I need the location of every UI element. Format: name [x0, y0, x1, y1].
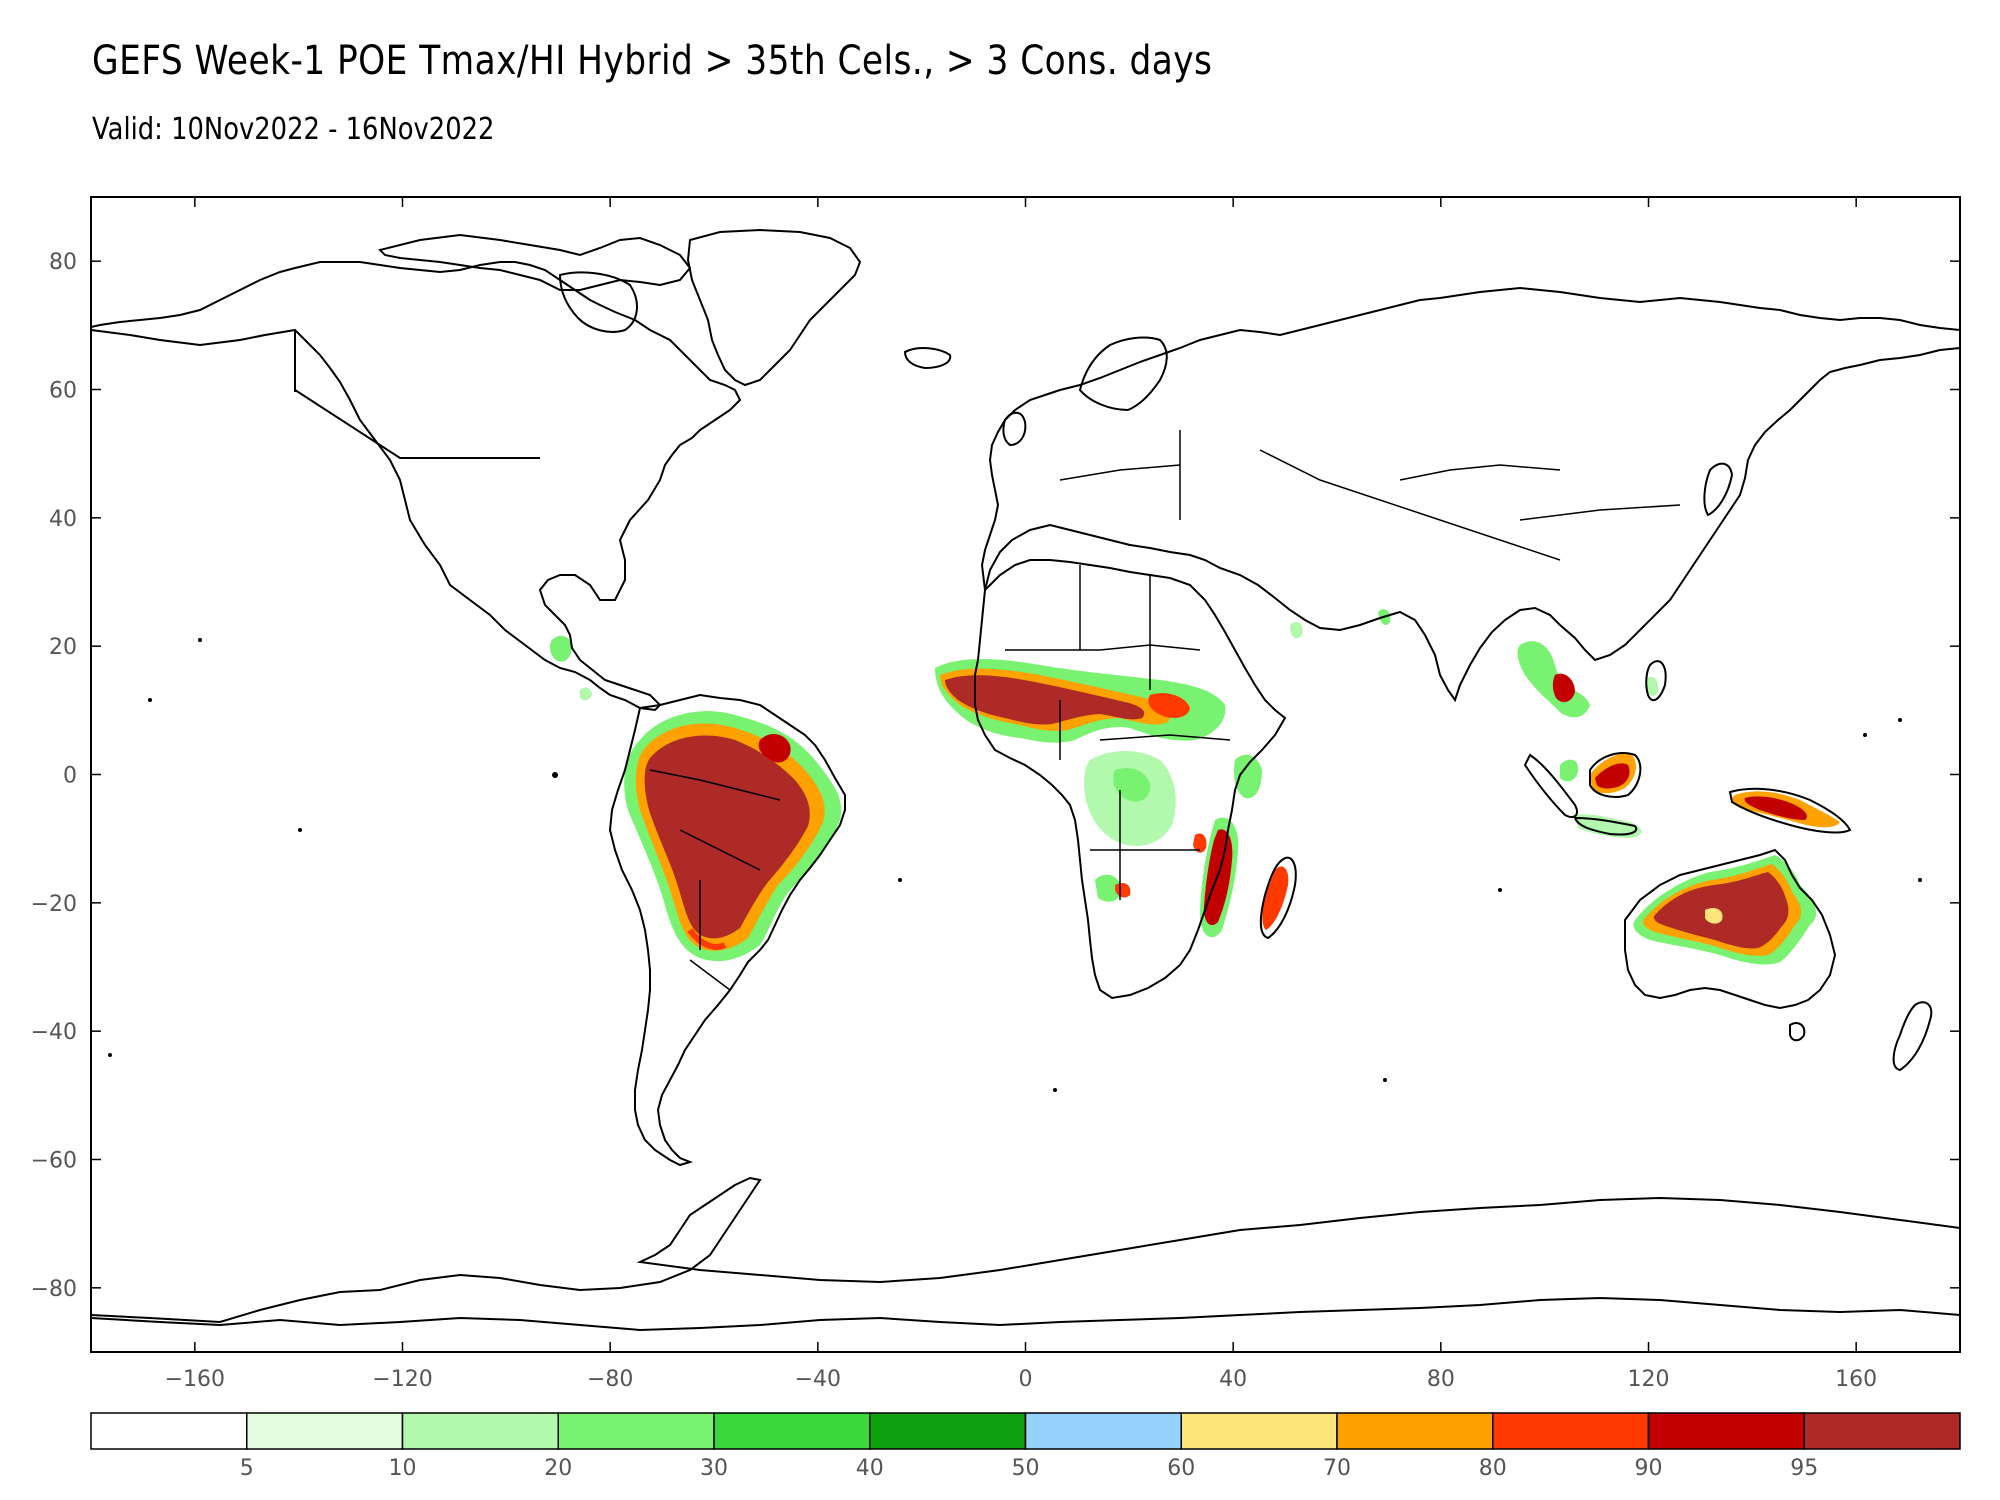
shaded-region-southeast-asia [1517, 641, 1659, 838]
colorbar: 5 10 20 30 40 50 60 70 80 90 95 [90, 1412, 1961, 1481]
lon-tick-label: −80 [587, 1367, 633, 1392]
colorbar-swatch [1803, 1412, 1961, 1450]
colorbar-label: 80 [1479, 1456, 1507, 1481]
coast-australia [1624, 848, 1837, 1010]
coast-eurasia [980, 286, 1960, 703]
coast-philippines [1645, 660, 1667, 702]
shaded-region-amazon [624, 711, 842, 962]
shading-layer [549, 609, 1840, 965]
shaded-region-mozambique [1193, 754, 1289, 938]
shaded-region-central-america [549, 635, 592, 701]
map-title: GEFS Week-1 POE Tmax/HI Hybrid > 35th Ce… [92, 38, 1213, 84]
borders-eurasia [1059, 430, 1681, 561]
coast-south-america [608, 693, 846, 1167]
plot-frame [90, 196, 1961, 1353]
coastlines [91, 228, 1960, 1332]
colorbar-swatch [1024, 1412, 1182, 1450]
coast-british-isles [1002, 411, 1027, 447]
coast-scandinavia [1078, 336, 1168, 412]
lat-tick-label: −60 [31, 1149, 77, 1174]
colorbar-swatch [869, 1412, 1027, 1450]
colorbar-swatch [1492, 1412, 1650, 1450]
coast-north-america [91, 261, 742, 712]
colorbar-label: 60 [1167, 1456, 1195, 1481]
colorbar-label: 5 [240, 1456, 254, 1481]
colorbar-label: 40 [856, 1456, 884, 1481]
coast-new-guinea [1728, 787, 1852, 834]
colorbar-swatch [401, 1412, 559, 1450]
colorbar-label: 70 [1323, 1456, 1351, 1481]
colorbar-label: 95 [1790, 1456, 1818, 1481]
map-layers [91, 228, 1960, 1332]
coast-greenland [686, 228, 862, 387]
colorbar-label: 20 [544, 1456, 572, 1481]
lat-tick-label: 60 [49, 379, 77, 404]
coast-japan [1703, 462, 1734, 517]
colorbar-swatch [246, 1412, 404, 1450]
shaded-region-congo [1084, 751, 1176, 902]
lat-tick-label: 40 [49, 507, 77, 532]
coast-sumatra [1523, 753, 1578, 818]
colorbar-label: 30 [700, 1456, 728, 1481]
lon-tick-label: −120 [372, 1367, 432, 1392]
lon-axis: −160 −120 −80 −40 0 40 80 120 160 [165, 197, 1877, 1392]
coast-borneo [1589, 752, 1642, 798]
colorbar-swatch [1180, 1412, 1338, 1450]
coast-new-zealand [1892, 1001, 1933, 1072]
colorbar-label: 50 [1012, 1456, 1040, 1481]
lat-tick-label: −20 [31, 892, 77, 917]
lon-tick-label: 120 [1628, 1367, 1670, 1392]
lon-tick-label: 160 [1835, 1367, 1877, 1392]
colorbar-label: 10 [389, 1456, 417, 1481]
coast-iceland [903, 347, 952, 370]
lon-tick-label: −40 [795, 1367, 841, 1392]
coast-java [1573, 816, 1638, 836]
colorbar-label: 90 [1635, 1456, 1663, 1481]
colorbar-swatch [713, 1412, 871, 1450]
lat-tick-label: −40 [31, 1020, 77, 1045]
lat-tick-label: 20 [49, 635, 77, 660]
lon-tick-label: 0 [1019, 1367, 1033, 1392]
colorbar-swatch [90, 1412, 248, 1450]
small-islands [108, 638, 1922, 1092]
borders-south-america [649, 769, 781, 991]
coast-tasmania [1789, 1022, 1806, 1042]
lon-tick-label: −160 [165, 1367, 225, 1392]
colorbar-swatch [1647, 1412, 1805, 1450]
lon-tick-label: 40 [1219, 1367, 1247, 1392]
borders-africa [1005, 565, 1231, 900]
lat-axis: 80 60 40 20 0 −20 −40 −60 −80 [31, 250, 1960, 1302]
coast-antarctica [91, 1176, 1960, 1332]
map-subtitle: Valid: 10Nov2022 - 16Nov2022 [92, 112, 495, 147]
shaded-region-australia [1633, 855, 1817, 965]
shaded-region-new-guinea [1732, 791, 1840, 828]
lon-tick-label: 80 [1427, 1367, 1455, 1392]
colorbar-swatch [557, 1412, 715, 1450]
lat-tick-label: 80 [49, 250, 77, 275]
shaded-region-sahel [935, 659, 1226, 743]
coast-arctic-islands [378, 233, 692, 291]
lat-tick-label: −80 [31, 1277, 77, 1302]
colorbar-swatch [1336, 1412, 1494, 1450]
coast-madagascar [1259, 856, 1297, 940]
coast-africa [974, 559, 1287, 1000]
lat-tick-label: 0 [63, 764, 77, 789]
